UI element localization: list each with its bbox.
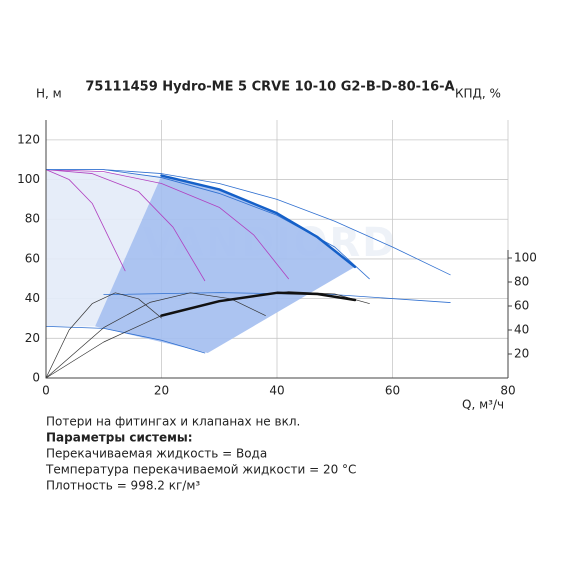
y2-axis-label: КПД, %: [455, 87, 501, 101]
x-tick-label: 80: [500, 384, 515, 398]
y2-tick-label: 40: [514, 323, 529, 337]
curve: [45, 292, 162, 379]
y2-tick-label: 60: [514, 299, 529, 313]
chart-title: 75111459 Hydro-ME 5 CRVE 10-10 G2-B-D-80…: [85, 80, 454, 95]
curve: [45, 326, 206, 354]
y-tick-label: 120: [17, 132, 40, 146]
param: Температура перекачиваемой жидкости = 20…: [45, 463, 356, 477]
operating-region: [95, 175, 355, 353]
param: Плотность = 998.2 кг/м³: [46, 479, 200, 493]
y2-tick-label: 20: [514, 347, 529, 361]
y2-tick-label: 100: [514, 251, 537, 265]
curve: [45, 169, 451, 276]
x-tick-label: 40: [269, 384, 284, 398]
x-tick-label: 60: [385, 384, 400, 398]
operating-region: [46, 169, 162, 327]
x-axis-label: Q, м³/ч: [462, 398, 504, 412]
x-tick-label: 0: [42, 384, 50, 398]
curve: [45, 169, 126, 272]
x-tick-label: 20: [154, 384, 169, 398]
y-tick-label: 20: [25, 331, 40, 345]
curve: [160, 174, 357, 269]
param: Перекачиваемая жидкость = Вода: [46, 447, 267, 461]
y-tick-label: 40: [25, 291, 40, 305]
curve: [45, 169, 206, 282]
y-axis-label: H, м: [36, 87, 62, 101]
params-title: Параметры системы:: [46, 431, 193, 445]
curve: [45, 292, 266, 379]
curve: [160, 291, 357, 317]
y-tick-label: 60: [25, 251, 40, 265]
curve: [45, 169, 289, 280]
footnote: Потери на фитингах и клапанах не вкл.: [46, 415, 300, 429]
y-tick-label: 0: [32, 371, 40, 385]
y2-tick-label: 80: [514, 275, 529, 289]
y-tick-label: 80: [25, 212, 40, 226]
y-tick-label: 100: [17, 172, 40, 186]
